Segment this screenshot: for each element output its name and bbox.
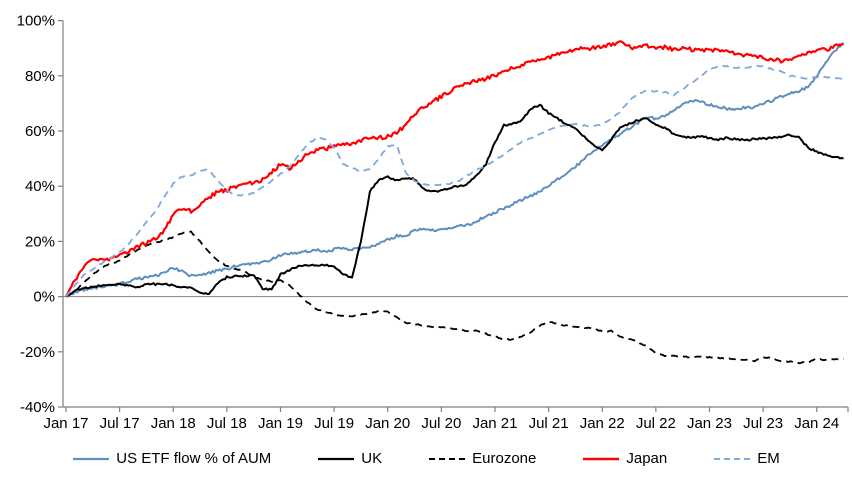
y-tick-label: 60% — [25, 123, 55, 140]
x-tick-label: Jul 22 — [636, 415, 676, 432]
x-tick-label: Jul 21 — [529, 415, 569, 432]
series-line-eurozone — [65, 230, 844, 365]
y-tick-label: 0% — [33, 289, 55, 306]
plot-svg: 100% 80% 60% 40% 20% 0% -20% -40%Jan 17 Jul 17 Ja… — [17, 13, 849, 432]
y-tick-label: 40% — [25, 178, 55, 195]
x-tick-label: Jan 17 — [43, 415, 88, 432]
legend-label-us-etf-flow-of-aum: US ETF flow % of AUM — [116, 450, 272, 467]
legend-label-japan: Japan — [626, 450, 668, 467]
y-tick-label: 80% — [25, 68, 55, 85]
legend-item-japan: Japan — [582, 450, 667, 467]
legend-item-uk: UK — [317, 450, 382, 467]
legend-item-em: EM — [713, 450, 780, 467]
legend-swatch-japan — [583, 457, 620, 460]
x-tick-label: Jan 21 — [472, 415, 517, 432]
legend-label-eurozone: Eurozone — [472, 450, 537, 467]
x-tick-label: Jan 24 — [794, 415, 839, 432]
legend-item-us-etf-flow-of-aum: US ETF flow % of AUM — [72, 450, 271, 467]
y-tick-label: -20% — [20, 344, 55, 361]
series-line-japan — [65, 40, 844, 298]
x-tick-label: Jan 22 — [580, 415, 625, 432]
legend-swatch-us-etf-flow-of-aum — [73, 457, 110, 460]
legend-swatch-em — [714, 457, 751, 460]
x-tick-label: Jul 18 — [207, 415, 247, 432]
x-tick-label: Jan 20 — [365, 415, 410, 432]
x-tick-label: Jan 18 — [151, 415, 196, 432]
x-tick-label: Jan 19 — [258, 415, 303, 432]
y-tick-label: 100% — [17, 13, 55, 30]
x-tick-label: Jul 19 — [314, 415, 354, 432]
legend-label-em: EM — [757, 450, 780, 467]
legend-swatch-uk — [318, 457, 355, 460]
series-line-uk — [65, 103, 844, 298]
legend-swatch-eurozone — [429, 457, 466, 460]
x-tick-label: Jul 23 — [743, 415, 783, 432]
x-tick-label: Jan 23 — [687, 415, 732, 432]
series-line-em — [65, 64, 844, 298]
y-tick-label: -40% — [20, 399, 55, 416]
legend: US ETF flow % of AUM UK Eurozone Japan EM — [0, 450, 852, 467]
x-tick-label: Jul 20 — [421, 415, 461, 432]
x-tick-label: Jul 17 — [100, 415, 140, 432]
legend-label-uk: UK — [361, 450, 383, 467]
series-line-us-etf-flow-of-aum — [65, 42, 845, 298]
y-tick-label: 20% — [25, 233, 55, 250]
legend-item-eurozone: Eurozone — [428, 450, 536, 467]
